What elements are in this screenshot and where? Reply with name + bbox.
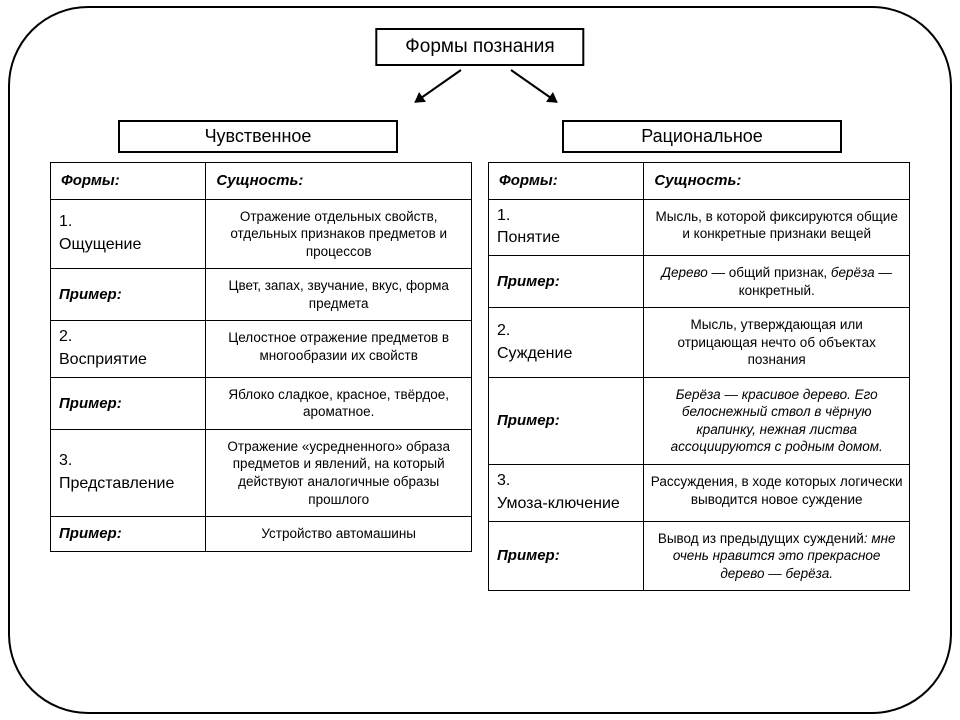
example-text: Устройство автомашины: [206, 517, 471, 551]
essence-cell: Отражение отдельных свойств, отдельных п…: [206, 200, 471, 269]
example-label: Пример:: [497, 546, 560, 566]
form-number: 1.: [59, 212, 197, 235]
example-label: Пример:: [59, 394, 122, 414]
branch-left: Чувственное: [118, 120, 398, 153]
table-row: 3.Умоза-ключениеРассуждения, в ходе кото…: [488, 465, 910, 522]
arrow-right: [510, 69, 557, 103]
form-name: Понятие: [497, 228, 635, 249]
example-label-cell: Пример:: [489, 522, 644, 591]
table-header-row: Формы:Сущность:: [50, 162, 472, 200]
form-number: 2.: [59, 327, 197, 350]
hierarchy-top: Формы познания Чувственное Рациональное: [50, 28, 910, 156]
form-name: Умоза-ключение: [497, 494, 635, 515]
header-essence: Сущность:: [206, 163, 471, 199]
example-row: Пример: Яблоко сладкое, красное, твёрдое,…: [50, 378, 472, 430]
table-right: Формы:Сущность:1.ПонятиеМысль, в которой…: [488, 162, 910, 591]
essence-cell: Рассуждения, в ходе которых логически вы…: [644, 465, 909, 521]
table-row: 2.ВосприятиеЦелостное отражение предмето…: [50, 321, 472, 378]
essence-cell: Целостное отражение предметов в многообр…: [206, 321, 471, 377]
diagram-content: Формы познания Чувственное Рациональное …: [50, 28, 910, 591]
example-row: Пример: Цвет, запах, звучание, вкус, форм…: [50, 269, 472, 321]
example-label: Пример:: [497, 272, 560, 292]
branch-left-title: Чувственное: [205, 126, 312, 146]
header-forms: Формы:: [51, 163, 206, 199]
table-row: 1.ОщущениеОтражение отдельных свойств, о…: [50, 200, 472, 270]
branch-right-title: Рациональное: [641, 126, 763, 146]
form-number: 3.: [59, 451, 197, 474]
form-number: 3.: [497, 471, 635, 494]
table-row: 2.СуждениеМысль, утверждающая или отрица…: [488, 308, 910, 378]
form-cell: 1.Ощущение: [51, 200, 206, 269]
example-label-cell: Пример:: [51, 269, 206, 320]
table-row: 1.ПонятиеМысль, в которой фиксируются об…: [488, 200, 910, 257]
example-label-cell: Пример:: [489, 256, 644, 307]
example-text: Яблоко сладкое, красное, твёрдое, аромат…: [206, 378, 471, 429]
example-text: Цвет, запах, звучание, вкус, форма предм…: [206, 269, 471, 320]
example-text: Дерево — общий признак, берёза — конкрет…: [644, 256, 909, 307]
example-row: Пример: Берёза — красивое дерево. Его бел…: [488, 378, 910, 465]
form-cell: 3.Представление: [51, 430, 206, 516]
form-name: Восприятие: [59, 350, 197, 371]
form-cell: 2.Восприятие: [51, 321, 206, 377]
example-label: Пример:: [497, 411, 560, 431]
example-row: Пример: Устройство автомашины: [50, 517, 472, 552]
form-name: Ощущение: [59, 235, 197, 256]
example-label: Пример:: [59, 285, 122, 305]
example-row: Пример: Вывод из предыдущих суждений: мне…: [488, 522, 910, 592]
form-name: Представление: [59, 474, 197, 495]
essence-cell: Мысль, утверждающая или отрицающая нечто…: [644, 308, 909, 377]
example-label-cell: Пример:: [489, 378, 644, 464]
example-text: Берёза — красивое дерево. Его белоснежны…: [644, 378, 909, 464]
form-cell: 2.Суждение: [489, 308, 644, 377]
form-name: Суждение: [497, 344, 635, 365]
form-number: 2.: [497, 321, 635, 344]
root-title: Формы познания: [405, 36, 554, 57]
form-cell: 1.Понятие: [489, 200, 644, 256]
table-header-row: Формы:Сущность:: [488, 162, 910, 200]
example-label-cell: Пример:: [51, 378, 206, 429]
form-cell: 3.Умоза-ключение: [489, 465, 644, 521]
arrow-left: [415, 69, 462, 103]
example-row: Пример: Дерево — общий признак, берёза — …: [488, 256, 910, 308]
essence-cell: Отражение «усредненного» образа предмето…: [206, 430, 471, 516]
table-left: Формы:Сущность:1.ОщущениеОтражение отдел…: [50, 162, 472, 591]
branch-right: Рациональное: [562, 120, 842, 153]
essence-cell: Мысль, в которой фиксируются общие и кон…: [644, 200, 909, 256]
header-forms: Формы:: [489, 163, 644, 199]
form-number: 1.: [497, 206, 635, 229]
example-label: Пример:: [59, 524, 122, 544]
table-row: 3.ПредставлениеОтражение «усредненного» …: [50, 430, 472, 517]
header-essence: Сущность:: [644, 163, 909, 199]
example-text: Вывод из предыдущих суждений: мне очень …: [644, 522, 909, 591]
example-label-cell: Пример:: [51, 517, 206, 551]
root-node: Формы познания: [375, 28, 584, 66]
tables-wrap: Формы:Сущность:1.ОщущениеОтражение отдел…: [50, 162, 910, 591]
